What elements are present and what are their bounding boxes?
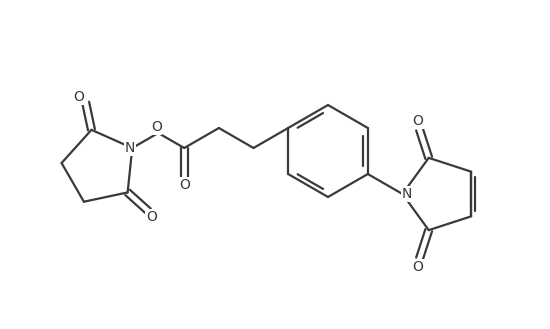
Text: O: O [412, 260, 423, 274]
Text: O: O [412, 114, 423, 128]
Text: O: O [179, 178, 190, 192]
Text: N: N [402, 187, 411, 201]
Text: N: N [125, 141, 135, 155]
Text: O: O [151, 120, 162, 134]
Text: O: O [73, 90, 84, 104]
Text: O: O [146, 210, 157, 224]
